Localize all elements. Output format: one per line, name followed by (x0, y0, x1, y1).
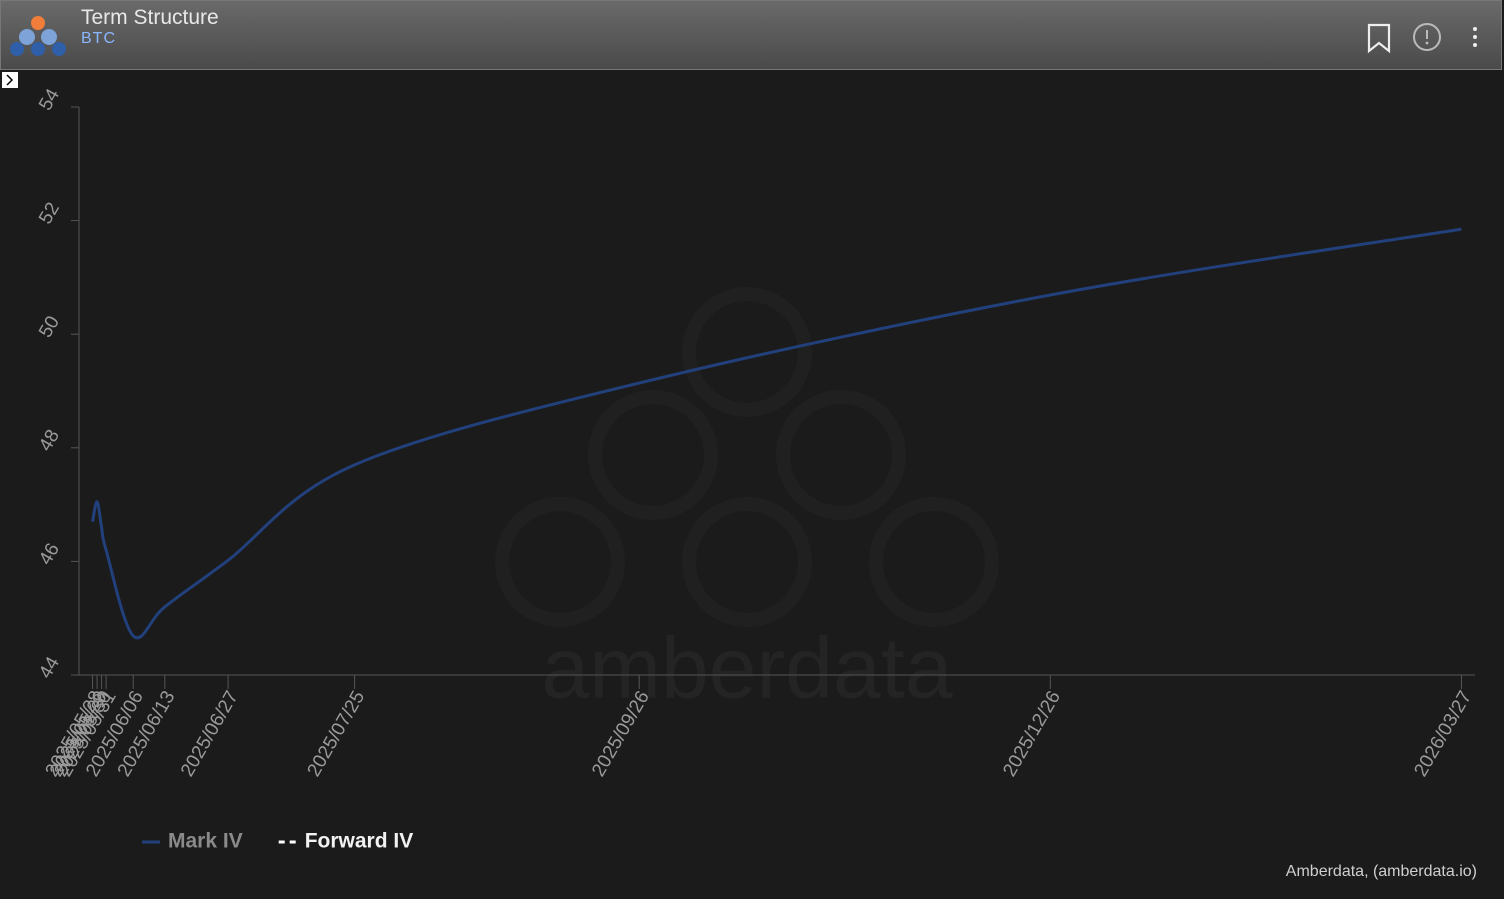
watermark: amberdata (541, 621, 952, 717)
y-tick-label: 46 (35, 540, 64, 569)
info-button[interactable] (1413, 23, 1441, 51)
toolbar (1367, 23, 1477, 54)
chart: amberdata Amberdata, (amberdata.io) 44 46… (2, 72, 1477, 880)
watermark-logo (495, 287, 999, 627)
y-tick-label: 52 (35, 199, 64, 228)
y-tick-label: 44 (35, 653, 64, 682)
x-tick-label: 2025/07/25 (304, 688, 370, 781)
x-tick-label: 2026/03/27 (1410, 688, 1476, 781)
expand-icon (6, 74, 14, 86)
expand-button[interactable] (2, 72, 18, 88)
x-tick-label: 2025/06/27 (177, 688, 243, 781)
logo (10, 16, 66, 56)
legend-label[interactable]: Forward IV (305, 830, 414, 853)
menu-button[interactable] (1473, 27, 1477, 47)
y-tick-label: 48 (35, 426, 64, 455)
header: Term Structure BTC (0, 0, 1502, 70)
y-tick-label: 50 (35, 313, 64, 342)
series-line (91, 227, 1462, 640)
y-tick-label: 54 (35, 85, 64, 114)
x-tick-label: 2025/12/26 (999, 688, 1065, 781)
bookmark-button[interactable] (1367, 23, 1391, 54)
legend-label[interactable]: Mark IV (168, 830, 243, 853)
title: Term Structure (81, 6, 219, 29)
subtitle: BTC (81, 30, 116, 47)
credits: Amberdata, (amberdata.io) (1286, 863, 1477, 880)
